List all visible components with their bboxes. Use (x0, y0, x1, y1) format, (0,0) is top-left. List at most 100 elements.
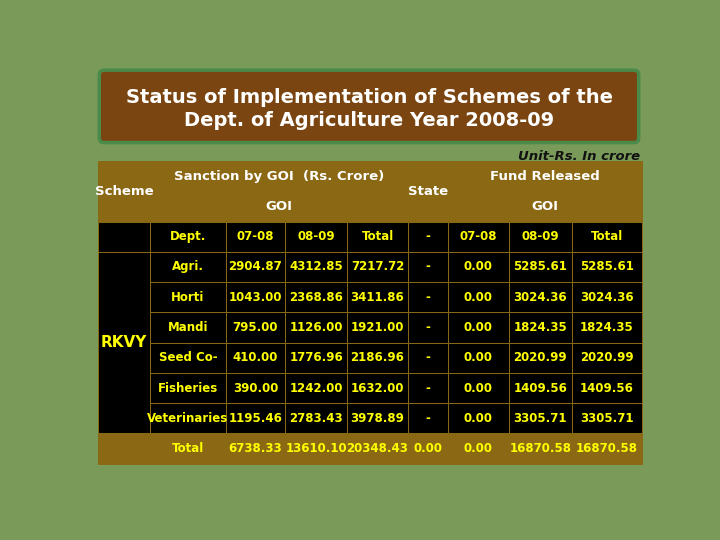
Text: 3024.36: 3024.36 (580, 291, 634, 303)
Text: 0.00: 0.00 (464, 412, 492, 425)
Text: -: - (426, 351, 431, 364)
Bar (448, 191, 642, 221)
Bar (150, 342, 225, 373)
Bar (448, 342, 508, 373)
Bar (408, 221, 448, 252)
Text: Mandi: Mandi (168, 321, 208, 334)
Bar (285, 403, 347, 434)
Bar (408, 373, 448, 403)
Bar (572, 373, 642, 403)
Bar (98, 161, 150, 221)
Text: Total: Total (172, 442, 204, 455)
Bar (150, 221, 225, 252)
Bar (408, 161, 448, 221)
Bar (572, 403, 642, 434)
Text: 3305.71: 3305.71 (513, 412, 567, 425)
Bar (347, 403, 408, 434)
Text: 3411.86: 3411.86 (351, 291, 405, 303)
Text: GOI: GOI (266, 200, 292, 213)
Bar (448, 252, 508, 282)
Bar (347, 252, 408, 282)
Text: 16870.58: 16870.58 (509, 442, 571, 455)
Text: 5285.61: 5285.61 (513, 260, 567, 273)
Text: 795.00: 795.00 (233, 321, 278, 334)
Text: -: - (426, 291, 431, 303)
Text: Total: Total (361, 230, 394, 243)
Bar (285, 221, 347, 252)
Bar (285, 373, 347, 403)
Text: Seed Co-: Seed Co- (158, 351, 217, 364)
Text: Veterinaries: Veterinaries (148, 412, 229, 425)
Text: 2020.99: 2020.99 (513, 351, 567, 364)
Text: 0.00: 0.00 (464, 442, 492, 455)
Text: 07-08: 07-08 (237, 230, 274, 243)
Text: 1824.35: 1824.35 (580, 321, 634, 334)
Text: 410.00: 410.00 (233, 351, 278, 364)
Bar (508, 252, 572, 282)
Text: Agri.: Agri. (172, 260, 204, 273)
Text: 7217.72: 7217.72 (351, 260, 404, 273)
Text: 1632.00: 1632.00 (351, 381, 404, 395)
Text: 3024.36: 3024.36 (513, 291, 567, 303)
Bar (448, 373, 508, 403)
Text: 0.00: 0.00 (464, 291, 492, 303)
Text: 0.00: 0.00 (464, 321, 492, 334)
Bar (98, 252, 150, 434)
Bar (572, 312, 642, 342)
Text: 1824.35: 1824.35 (513, 321, 567, 334)
Bar (408, 252, 448, 282)
Bar (408, 434, 448, 464)
Bar (347, 282, 408, 312)
Text: -: - (426, 381, 431, 395)
Bar (98, 221, 150, 252)
Bar (408, 403, 448, 434)
Text: Dept. of Agriculture Year 2008-09: Dept. of Agriculture Year 2008-09 (184, 111, 554, 130)
Bar (508, 342, 572, 373)
Text: 1242.00: 1242.00 (289, 381, 343, 395)
Text: 0.00: 0.00 (464, 351, 492, 364)
Text: 2020.99: 2020.99 (580, 351, 634, 364)
Bar (347, 373, 408, 403)
Bar (150, 161, 408, 191)
Bar (448, 221, 508, 252)
Bar (347, 434, 408, 464)
Text: 0.00: 0.00 (464, 260, 492, 273)
Text: 4312.85: 4312.85 (289, 260, 343, 273)
Bar (508, 403, 572, 434)
Text: 1195.46: 1195.46 (228, 412, 282, 425)
Bar (150, 282, 225, 312)
Text: 0.00: 0.00 (413, 442, 442, 455)
FancyBboxPatch shape (99, 70, 639, 143)
Text: 6738.33: 6738.33 (229, 442, 282, 455)
Bar (225, 403, 285, 434)
Bar (448, 403, 508, 434)
Text: Total: Total (591, 230, 623, 243)
Bar (508, 312, 572, 342)
Bar (572, 252, 642, 282)
Bar (225, 373, 285, 403)
Bar (572, 221, 642, 252)
Bar (508, 282, 572, 312)
Text: 13610.10: 13610.10 (286, 442, 347, 455)
Bar (448, 282, 508, 312)
Bar (225, 434, 285, 464)
Text: State: State (408, 185, 448, 198)
Bar (508, 434, 572, 464)
Text: Horti: Horti (171, 291, 204, 303)
Bar (285, 252, 347, 282)
Bar (408, 282, 448, 312)
Text: 1409.56: 1409.56 (580, 381, 634, 395)
Text: 3305.71: 3305.71 (580, 412, 634, 425)
Text: 16870.58: 16870.58 (576, 442, 638, 455)
Bar (448, 434, 508, 464)
Text: 390.00: 390.00 (233, 381, 278, 395)
Text: 07-08: 07-08 (459, 230, 497, 243)
Bar (150, 373, 225, 403)
Bar (150, 434, 225, 464)
Text: Scheme: Scheme (95, 185, 153, 198)
Text: 20348.43: 20348.43 (346, 442, 408, 455)
Text: -: - (426, 412, 431, 425)
Text: 1921.00: 1921.00 (351, 321, 404, 334)
Text: -: - (426, 321, 431, 334)
Bar (572, 282, 642, 312)
